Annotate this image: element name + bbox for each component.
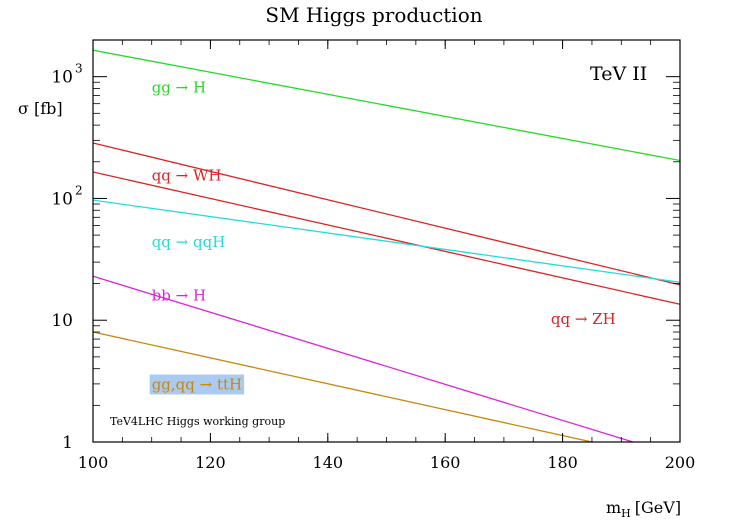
plot-frame: [92, 39, 681, 443]
corner-label: TeV II: [590, 63, 647, 85]
x-tick-label-5: 200: [665, 453, 696, 472]
series-line-1: [93, 142, 680, 286]
series-label-2: qq → ZH: [551, 310, 616, 328]
series-line-5: [93, 331, 593, 442]
y-tick-label-2: 10: [51, 189, 73, 209]
x-tick-label-4: 180: [547, 453, 578, 472]
y-tick-label-1: 10: [51, 311, 73, 331]
x-axis-label-sub: H: [621, 507, 631, 520]
y-tick-exp-3: 3: [75, 62, 83, 76]
chart-title: SM Higgs production: [265, 3, 482, 27]
x-axis-label-main: m: [606, 498, 621, 517]
x-tick-label-1: 120: [195, 453, 226, 472]
series-label-4: bb → H: [152, 287, 206, 305]
series-layer: gg → H qq → WH qq → ZH qq → qqH bb → H gg,qq …: [93, 49, 680, 442]
series-label-highlight-5: [149, 374, 245, 395]
series-line-2: [93, 171, 680, 305]
y-tick-exp-2: 2: [75, 183, 83, 197]
credit-label: TeV4LHC Higgs working group: [110, 415, 285, 428]
x-axis-label-unit: [GeV]: [635, 498, 681, 517]
series-lines: [93, 49, 680, 442]
series-label-1: qq → WH: [152, 167, 222, 185]
y-axis-label: σ [fb]: [18, 99, 63, 118]
series-label-0: gg → H: [152, 79, 206, 97]
series-label-5: gg,qq → ttH: [152, 375, 242, 393]
series-line-0: [93, 49, 680, 162]
x-tick-label-0: 100: [78, 453, 109, 472]
series-label-3: qq → qqH: [152, 233, 226, 251]
x-axis-label: mH [GeV]: [606, 498, 681, 520]
series-line-4: [93, 275, 634, 442]
x-tick-label-2: 140: [313, 453, 344, 472]
y-tick-label-0: 1: [62, 433, 73, 453]
y-tick-label-3: 10: [51, 68, 73, 88]
series-line-3: [93, 199, 680, 283]
x-tick-label-3: 160: [430, 453, 461, 472]
